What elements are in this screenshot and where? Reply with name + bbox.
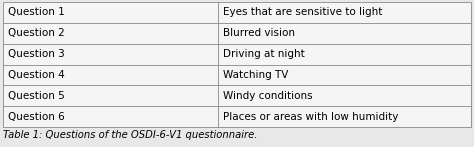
Text: Question 3: Question 3 xyxy=(8,49,65,59)
Bar xyxy=(3,2,471,127)
Text: Watching TV: Watching TV xyxy=(223,70,289,80)
Text: Question 5: Question 5 xyxy=(8,91,65,101)
Text: Places or areas with low humidity: Places or areas with low humidity xyxy=(223,112,399,122)
Text: Table 1: Questions of the OSDI-6-V1 questionnaire.: Table 1: Questions of the OSDI-6-V1 ques… xyxy=(3,130,257,140)
Text: Driving at night: Driving at night xyxy=(223,49,305,59)
Text: Question 4: Question 4 xyxy=(8,70,65,80)
Text: Eyes that are sensitive to light: Eyes that are sensitive to light xyxy=(223,7,383,17)
Bar xyxy=(3,2,471,127)
Text: Windy conditions: Windy conditions xyxy=(223,91,313,101)
Text: Blurred vision: Blurred vision xyxy=(223,28,295,38)
Text: Question 2: Question 2 xyxy=(8,28,65,38)
Text: Question 6: Question 6 xyxy=(8,112,65,122)
Text: Question 1: Question 1 xyxy=(8,7,65,17)
